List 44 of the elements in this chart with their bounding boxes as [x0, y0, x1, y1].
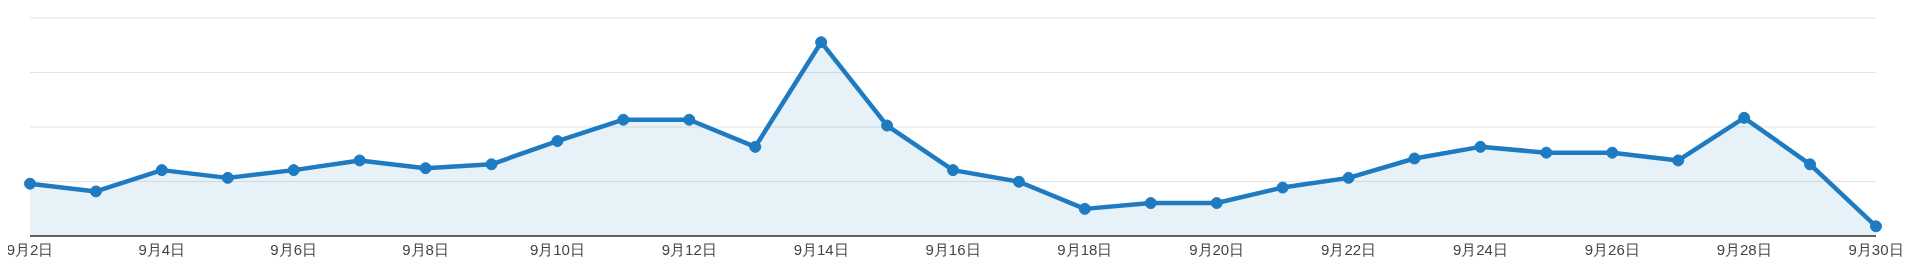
point	[353, 154, 366, 167]
point	[485, 158, 498, 171]
point	[1672, 154, 1685, 167]
x-tick-label: 9月12日	[661, 240, 717, 258]
x-tick-label: 9月10日	[529, 240, 585, 258]
x-tick-label: 9月2日	[6, 240, 54, 258]
x-tick-label: 9月26日	[1584, 240, 1640, 258]
x-tick-label: 9月28日	[1716, 240, 1772, 258]
point	[1078, 202, 1091, 215]
point	[155, 164, 168, 177]
point	[89, 185, 102, 198]
x-tick-label: 9月30日	[1848, 240, 1904, 258]
point	[815, 36, 828, 49]
point	[947, 164, 959, 177]
x-tick-label: 9月4日	[138, 240, 186, 258]
x-tick-label: 9月6日	[270, 240, 318, 258]
point	[749, 140, 762, 153]
point	[617, 113, 630, 126]
x-tick-label: 9月18日	[1057, 240, 1113, 258]
x-tick-label: 9月20日	[1189, 240, 1245, 258]
point	[24, 177, 36, 190]
point	[1870, 220, 1882, 233]
point	[1606, 146, 1619, 159]
x-tick-label: 9月16日	[925, 240, 981, 258]
point	[1144, 197, 1157, 210]
x-tick-label: 9月8日	[402, 240, 449, 258]
point	[551, 135, 564, 148]
point	[1408, 152, 1421, 165]
point	[1276, 181, 1289, 194]
point	[287, 164, 300, 177]
point	[1804, 158, 1817, 171]
x-tick-label: 9月14日	[793, 240, 849, 258]
point	[1540, 146, 1553, 159]
point	[1474, 140, 1487, 153]
point	[1342, 171, 1355, 184]
x-tick-label: 9月22日	[1321, 240, 1377, 258]
point	[881, 119, 894, 132]
point	[221, 171, 234, 184]
point	[683, 113, 696, 126]
point	[419, 162, 432, 175]
point	[1012, 175, 1025, 188]
x-tick-label: 9月24日	[1452, 240, 1508, 258]
point	[1738, 111, 1751, 124]
point	[1210, 197, 1223, 210]
